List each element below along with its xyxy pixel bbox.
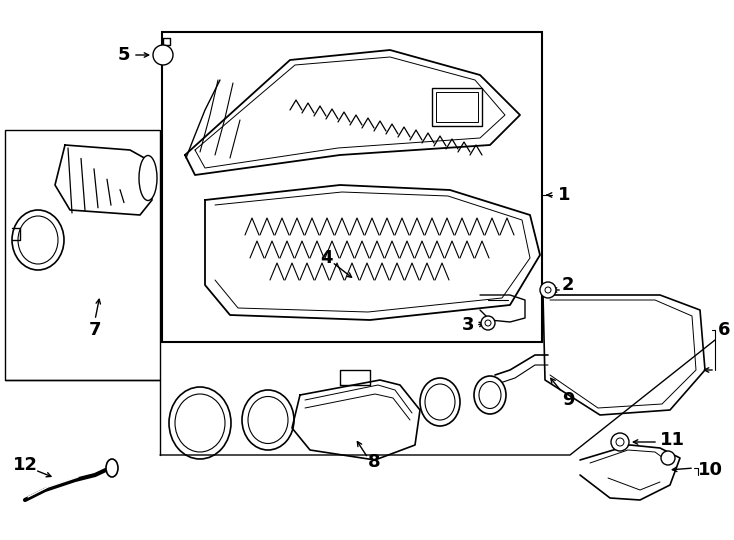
Bar	[5, 130, 160, 380]
Circle shape	[661, 451, 675, 465]
Ellipse shape	[479, 381, 501, 408]
Ellipse shape	[139, 156, 157, 200]
Ellipse shape	[242, 390, 294, 450]
Circle shape	[540, 282, 556, 298]
Ellipse shape	[106, 459, 118, 477]
Text: 4: 4	[320, 249, 333, 267]
Text: 12: 12	[12, 456, 37, 474]
Ellipse shape	[248, 396, 288, 443]
Circle shape	[153, 45, 173, 65]
Text: 7: 7	[89, 321, 101, 339]
Ellipse shape	[420, 378, 460, 426]
Text: 5: 5	[117, 46, 130, 64]
Text: 3: 3	[462, 316, 474, 334]
Text: 9: 9	[562, 391, 575, 409]
Circle shape	[545, 287, 551, 293]
Bar	[436, 92, 478, 122]
Circle shape	[485, 320, 491, 326]
Ellipse shape	[175, 394, 225, 452]
Ellipse shape	[425, 384, 455, 420]
Ellipse shape	[169, 387, 231, 459]
Text: 2: 2	[562, 276, 575, 294]
Text: 1: 1	[558, 186, 570, 204]
Bar	[432, 88, 482, 126]
Ellipse shape	[18, 216, 58, 264]
Ellipse shape	[474, 376, 506, 414]
Text: 11: 11	[660, 431, 685, 449]
Circle shape	[611, 433, 629, 451]
Text: 8: 8	[368, 453, 381, 471]
Text: 6: 6	[718, 321, 730, 339]
Text: 10: 10	[698, 461, 723, 479]
Bar	[162, 32, 542, 342]
Circle shape	[616, 438, 624, 446]
Ellipse shape	[12, 210, 64, 270]
Circle shape	[481, 316, 495, 330]
